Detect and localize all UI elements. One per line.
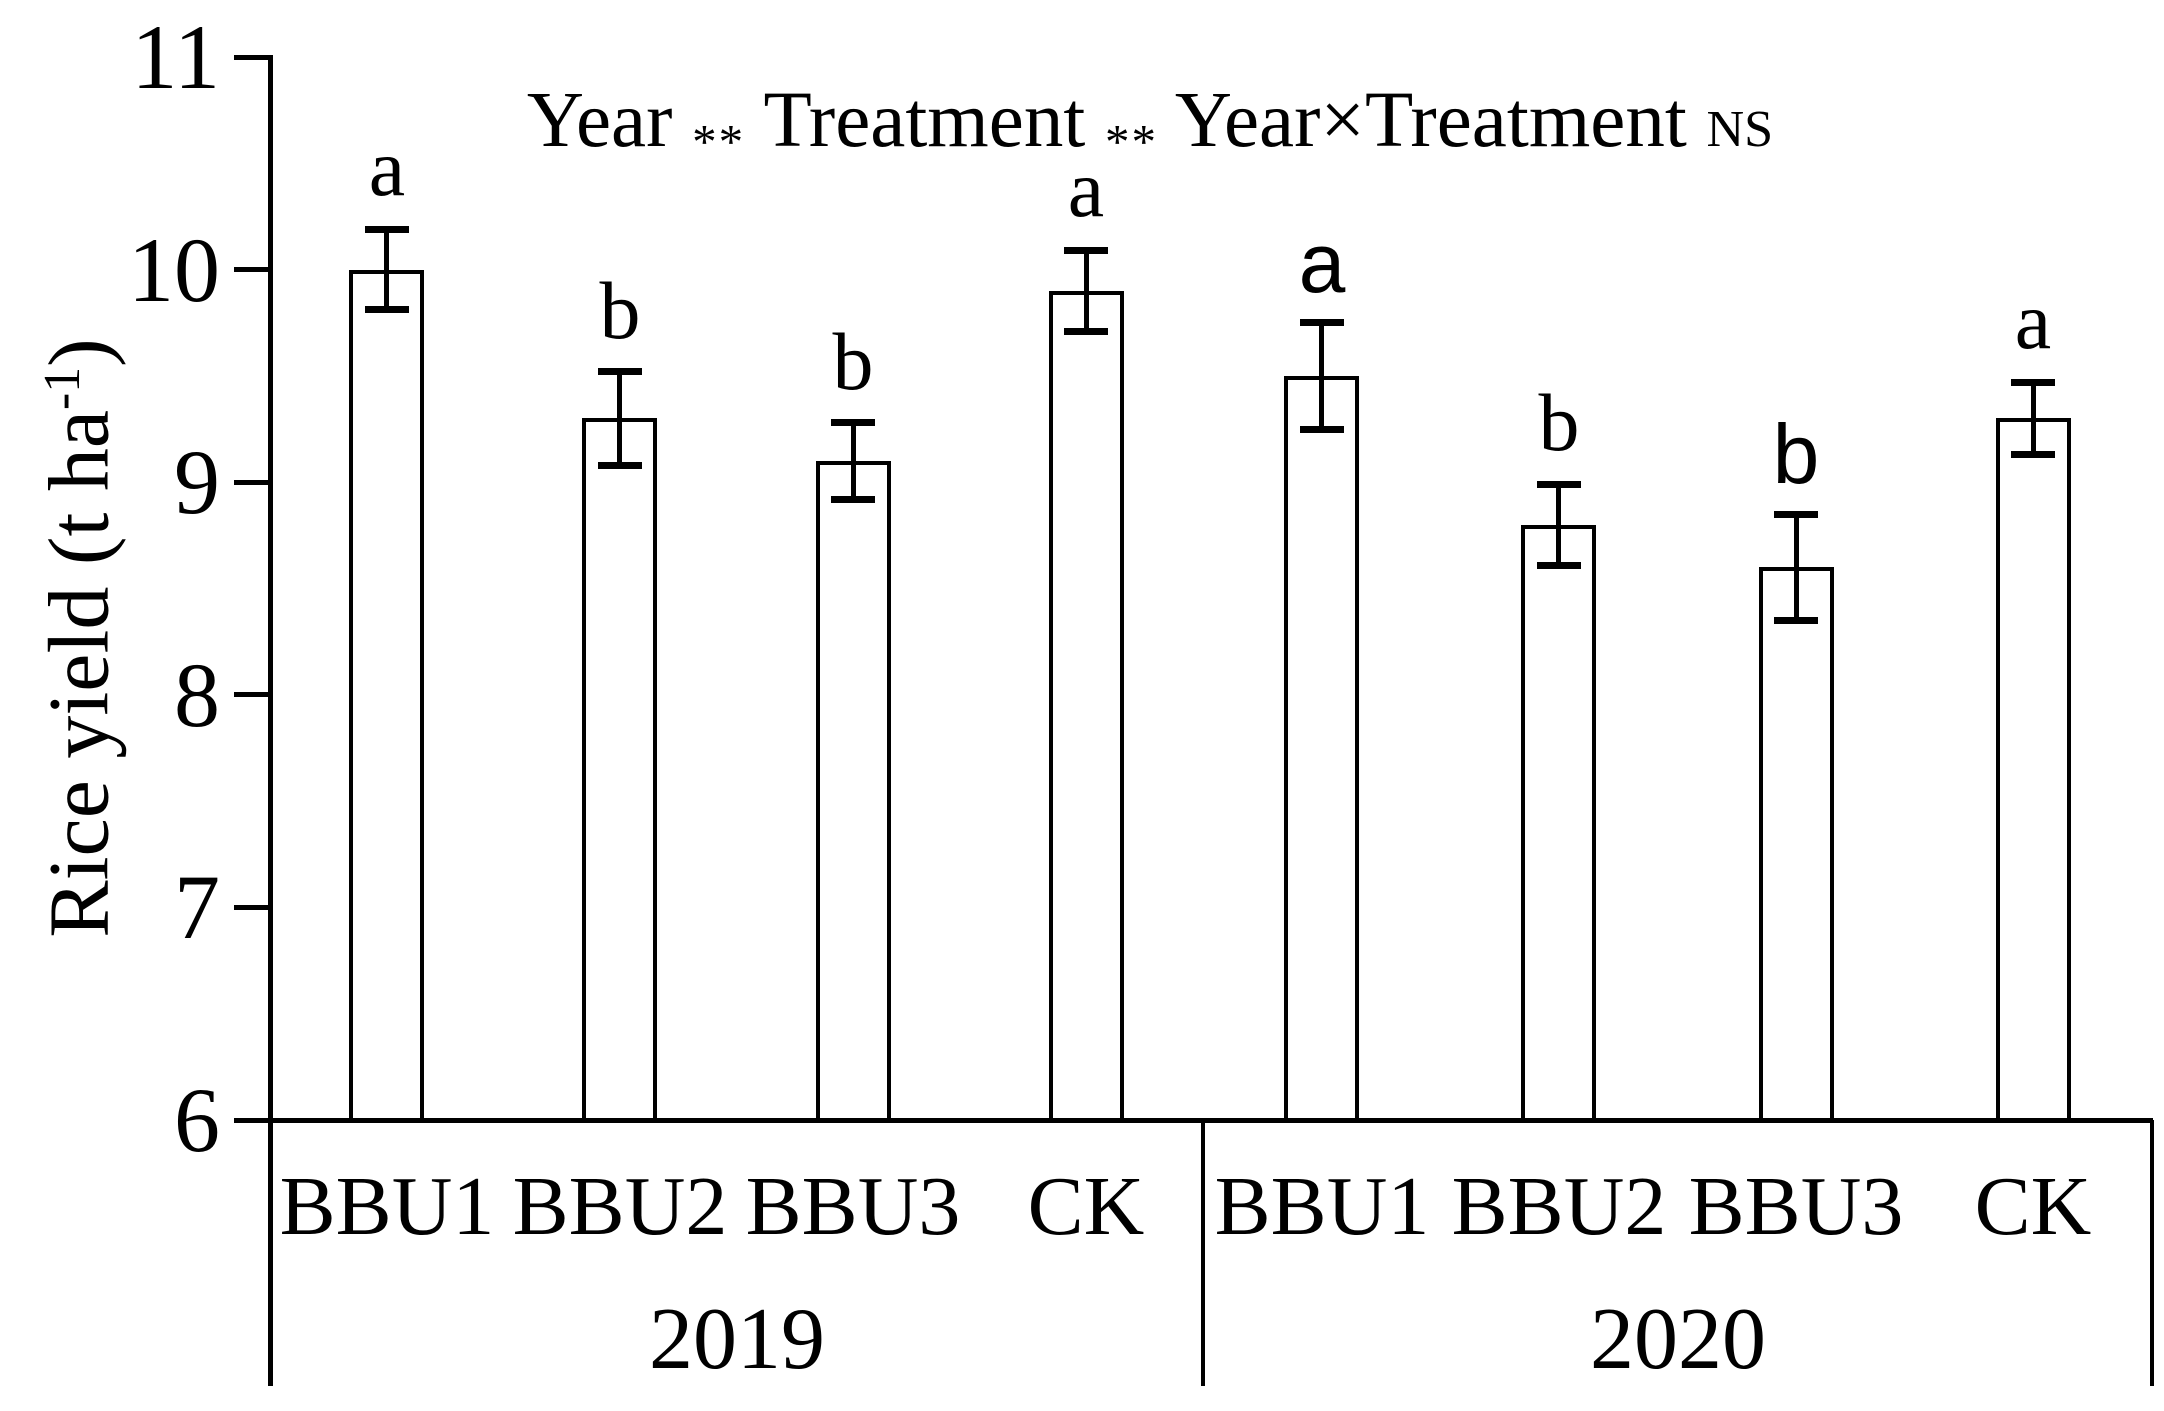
bar-2020-BBU2 <box>1521 525 1596 1123</box>
significance-letter: a <box>368 122 406 213</box>
annotation-text: Year×Treatment <box>1158 77 1707 164</box>
error-bar-whisker <box>1794 514 1799 620</box>
annotation-text: Year <box>526 77 693 164</box>
y-tick-mark <box>234 55 268 60</box>
y-axis-line <box>268 55 273 1386</box>
treatment-label-BBU2: BBU2 <box>1451 1160 1667 1253</box>
annotation-text: Treatment <box>745 77 1106 164</box>
y-tick-label: 6 <box>174 1069 220 1171</box>
error-bar-cap-bottom <box>1300 426 1344 433</box>
bar-2019-BBU3 <box>816 461 891 1123</box>
error-bar-cap-top <box>1774 511 1818 518</box>
error-bar-whisker <box>2031 382 2036 454</box>
treatment-label-CK: CK <box>1974 1160 2092 1253</box>
y-tick-mark <box>234 267 268 272</box>
error-bar-whisker <box>384 229 389 310</box>
bar-2019-BBU2 <box>582 418 657 1123</box>
y-tick-mark <box>234 1118 268 1123</box>
significance-letter: b <box>599 265 641 356</box>
significance-letter: a <box>1298 216 1346 310</box>
significance-letter: b <box>1538 377 1580 468</box>
y-tick-label: 9 <box>174 431 220 533</box>
error-bar-cap-top <box>365 226 409 233</box>
error-bar-cap-bottom <box>1774 617 1818 624</box>
year-divider-line <box>1201 1120 1205 1386</box>
error-bar-whisker <box>1084 250 1089 331</box>
y-tick-label: 8 <box>174 644 220 746</box>
error-bar-cap-bottom <box>1064 328 1108 335</box>
y-tick-label: 10 <box>128 219 220 321</box>
treatment-label-CK: CK <box>1027 1160 1145 1253</box>
error-bar-whisker <box>617 372 622 466</box>
stats-annotation: Year ** Treatment ** Year×Treatment NS <box>420 77 1880 168</box>
y-tick-label: 11 <box>131 6 220 108</box>
x-axis-line <box>268 1118 2153 1123</box>
error-bar-cap-bottom <box>365 306 409 313</box>
treatment-label-BBU1: BBU1 <box>279 1160 495 1253</box>
error-bar-cap-top <box>1300 319 1344 326</box>
error-bar-cap-bottom <box>1537 562 1581 569</box>
year-label-2019: 2019 <box>649 1291 825 1388</box>
error-bar-whisker <box>1556 484 1561 565</box>
y-tick-mark <box>234 905 268 910</box>
error-bar-cap-top <box>1064 247 1108 254</box>
significance-letter: b <box>832 316 874 407</box>
error-bar-cap-bottom <box>2011 451 2055 458</box>
treatment-label-BBU3: BBU3 <box>745 1160 961 1253</box>
significance-letter: b <box>1772 407 1820 501</box>
y-tick-mark <box>234 480 268 485</box>
error-bar-whisker <box>1319 323 1324 429</box>
year-label-2020: 2020 <box>1590 1291 1766 1388</box>
y-tick-label: 7 <box>174 856 220 958</box>
y-tick-mark <box>234 692 268 697</box>
error-bar-cap-bottom <box>831 496 875 503</box>
bar-2020-BBU1 <box>1284 376 1359 1123</box>
error-bar-cap-bottom <box>598 462 642 469</box>
table-right-line <box>2150 1120 2154 1386</box>
ns-marker: NS <box>1706 101 1774 158</box>
error-bar-cap-top <box>1537 481 1581 488</box>
bar-2019-CK <box>1049 291 1124 1123</box>
bar-2019-BBU1 <box>349 270 424 1123</box>
bar-2020-CK <box>1996 418 2071 1123</box>
error-bar-cap-top <box>598 368 642 375</box>
significance-stars: ** <box>692 113 746 169</box>
error-bar-whisker <box>851 423 856 500</box>
error-bar-cap-top <box>831 419 875 426</box>
significance-stars: ** <box>1105 113 1158 169</box>
significance-letter: a <box>2014 275 2052 366</box>
bar-2020-BBU3 <box>1759 567 1834 1123</box>
error-bar-cap-top <box>2011 379 2055 386</box>
significance-letter: a <box>1067 143 1105 234</box>
treatment-label-BBU2: BBU2 <box>512 1160 728 1253</box>
treatment-label-BBU1: BBU1 <box>1214 1160 1430 1253</box>
treatment-label-BBU3: BBU3 <box>1688 1160 1904 1253</box>
